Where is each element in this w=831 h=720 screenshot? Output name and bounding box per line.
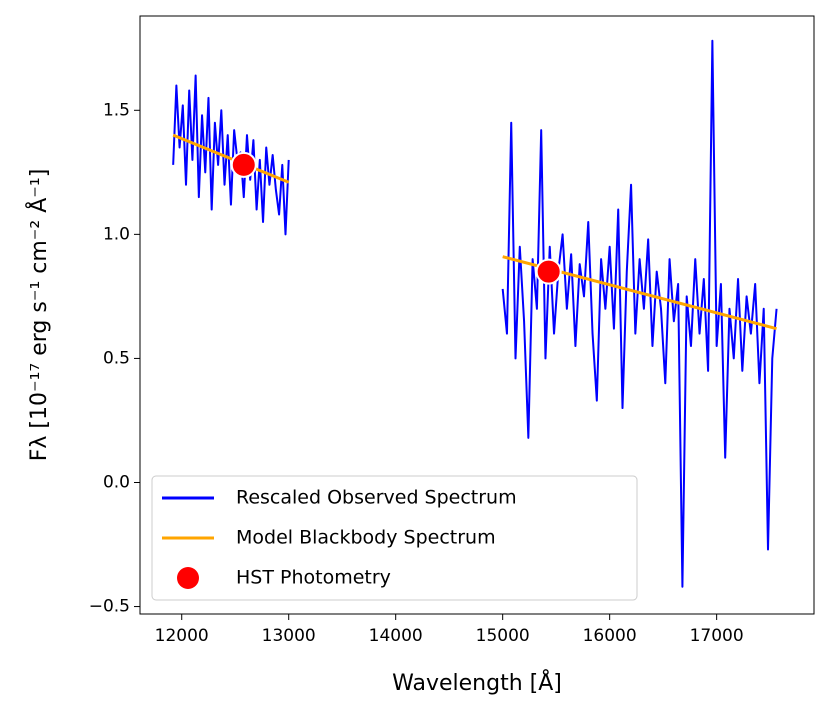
legend-label: Model Blackbody Spectrum <box>236 527 496 549</box>
x-tick-label: 14000 <box>369 626 423 646</box>
legend-marker <box>177 567 199 589</box>
x-tick-label: 17000 <box>690 626 744 646</box>
legend: Rescaled Observed Spectrum Model Blackbod… <box>151 475 638 601</box>
y-axis-label: Fλ [10⁻¹⁷ erg s⁻¹ cm⁻² Å⁻¹] <box>25 169 52 462</box>
data-point <box>230 151 257 178</box>
x-axis-label: Wavelength [Å] <box>392 669 562 696</box>
x-tick-label: 16000 <box>583 626 637 646</box>
y-tick-label: −0.5 <box>89 597 130 617</box>
legend-label: HST Photometry <box>236 567 391 589</box>
x-tick-label: 12000 <box>155 626 209 646</box>
x-tick-label: 15000 <box>476 626 530 646</box>
plot-frame <box>139 15 815 615</box>
y-tick-label: 1.0 <box>103 224 130 244</box>
y-tick-label: 1.5 <box>103 100 130 120</box>
y-tick-label: 0.5 <box>103 348 130 368</box>
x-tick-label: 13000 <box>262 626 316 646</box>
legend-label: Rescaled Observed Spectrum <box>236 487 517 509</box>
y-tick-label: 0.0 <box>103 472 130 492</box>
data-point <box>535 258 562 285</box>
legend-box <box>151 475 638 601</box>
